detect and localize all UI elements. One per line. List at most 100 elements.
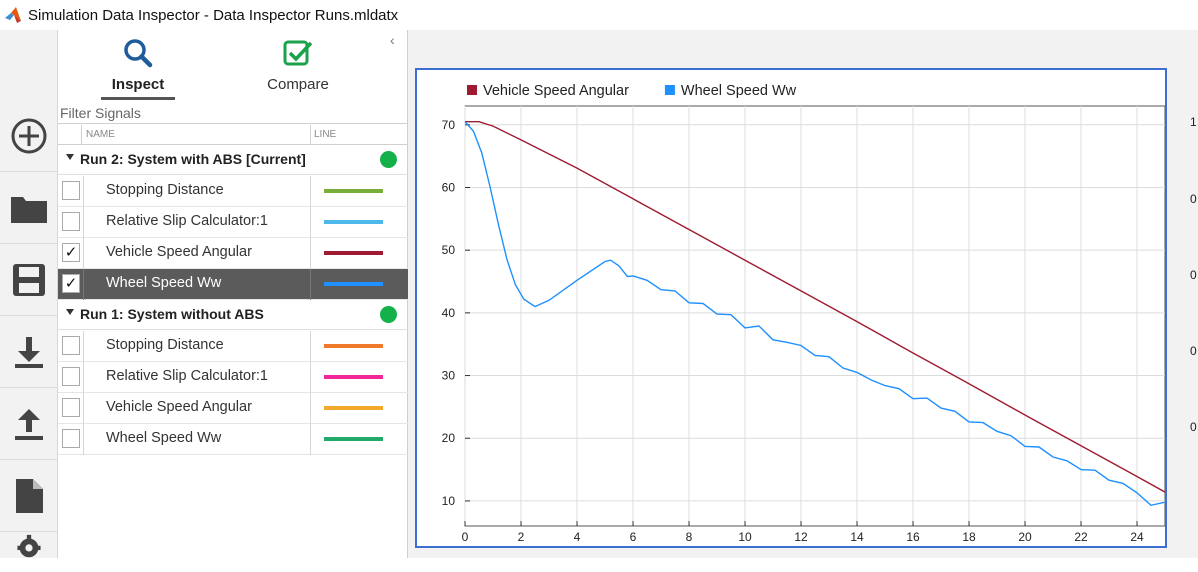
folder-icon <box>10 196 47 223</box>
line-divider <box>310 269 311 300</box>
signal-checkbox[interactable] <box>62 181 80 200</box>
line-divider <box>310 207 311 238</box>
filter-signals-input[interactable]: Filter Signals <box>58 102 408 124</box>
expand-caret-icon[interactable] <box>66 154 74 160</box>
signal-checkbox[interactable]: ✓ <box>62 274 80 293</box>
run-row[interactable]: Run 2: System with ABS [Current] <box>58 145 408 175</box>
checkbox-cell <box>58 362 84 393</box>
x-tick-label: 8 <box>686 530 693 544</box>
checkbox-cell <box>58 269 84 300</box>
import-button[interactable] <box>0 316 57 388</box>
line-swatch[interactable] <box>324 406 383 410</box>
run-status-dot <box>380 151 397 168</box>
checkbox-cell <box>58 176 84 207</box>
tab-inspect[interactable]: Inspect <box>78 30 198 100</box>
x-tick-label: 10 <box>738 530 752 544</box>
signal-row[interactable]: Relative Slip Calculator:1 <box>58 207 408 238</box>
checkbox-cell <box>58 424 84 455</box>
add-icon <box>11 118 46 153</box>
collapse-panel-icon[interactable]: ‹ <box>390 32 395 48</box>
line-swatch[interactable] <box>324 220 383 224</box>
signal-row[interactable]: Vehicle Speed Angular <box>58 393 408 424</box>
run-label: Run 1: System without ABS <box>80 306 264 322</box>
y-tick-label: 40 <box>442 306 456 320</box>
signal-row[interactable]: Wheel Speed Ww <box>58 424 408 455</box>
column-header-check <box>58 125 82 145</box>
signal-name: Stopping Distance <box>106 337 224 353</box>
signal-name: Wheel Speed Ww <box>106 430 222 446</box>
line-divider <box>310 176 311 207</box>
signal-checkbox[interactable] <box>62 367 80 386</box>
report-button[interactable] <box>0 460 57 532</box>
y-tick-label: 30 <box>442 369 456 383</box>
line-divider <box>310 393 311 424</box>
save-button[interactable] <box>0 244 57 316</box>
signal-checkbox[interactable] <box>62 212 80 231</box>
check-icon <box>283 40 313 66</box>
signal-row-selected[interactable]: ✓ Wheel Speed Ww <box>58 269 408 300</box>
mode-tabs: Inspect Compare ‹ <box>58 30 408 100</box>
x-tick-label: 14 <box>850 530 864 544</box>
tab-active-indicator <box>101 97 175 100</box>
upload-icon <box>14 408 43 440</box>
signal-row[interactable]: Relative Slip Calculator:1 <box>58 362 408 393</box>
secondary-tick: 0 <box>1190 192 1197 206</box>
secondary-tick: 0 <box>1190 268 1197 282</box>
checkbox-cell <box>58 207 84 238</box>
series-line[interactable] <box>465 121 1166 493</box>
legend-label: Wheel Speed Ww <box>681 83 797 99</box>
title-bar: Simulation Data Inspector - Data Inspect… <box>0 0 1198 30</box>
save-icon <box>12 263 45 296</box>
expand-caret-icon[interactable] <box>66 309 74 315</box>
tab-compare-label: Compare <box>267 76 329 93</box>
settings-button[interactable] <box>0 532 57 572</box>
x-tick-label: 2 <box>518 530 525 544</box>
series-line[interactable] <box>464 121 1166 507</box>
run-row[interactable]: Run 1: System without ABS <box>58 300 408 330</box>
run-status-dot <box>380 306 397 323</box>
signal-chart[interactable]: 0 2 4 6 8 10 12 14 16 18 20 22 2410203040506070Vehic… <box>417 70 1166 546</box>
x-tick-label: 4 <box>574 530 581 544</box>
line-swatch[interactable] <box>324 282 383 286</box>
signal-checkbox[interactable] <box>62 398 80 417</box>
settings-icon <box>16 534 41 558</box>
x-tick-label: 12 <box>794 530 808 544</box>
add-button[interactable] <box>0 100 57 172</box>
secondary-tick: 0 <box>1190 344 1197 358</box>
window-title: Simulation Data Inspector - Data Inspect… <box>28 6 399 24</box>
y-tick-label: 20 <box>442 431 456 445</box>
legend-swatch <box>664 85 675 95</box>
signal-row[interactable]: Stopping Distance <box>58 331 408 362</box>
run-label: Run 2: System with ABS [Current] <box>80 151 306 167</box>
line-divider <box>310 238 311 269</box>
line-swatch[interactable] <box>324 375 383 379</box>
signal-checkbox[interactable] <box>62 429 80 448</box>
y-tick-label: 10 <box>442 494 456 508</box>
plot-frame[interactable]: 0 2 4 6 8 10 12 14 16 18 20 22 24 10 20 30 40 50 60 70 Vehic… <box>415 68 1167 548</box>
tab-compare[interactable]: Compare <box>238 30 358 100</box>
signal-name: Wheel Speed Ww <box>106 275 222 291</box>
line-swatch[interactable] <box>324 344 383 348</box>
export-button[interactable] <box>0 388 57 460</box>
open-button[interactable] <box>0 172 57 244</box>
signal-name: Vehicle Speed Angular <box>106 399 252 415</box>
secondary-tick: 1 <box>1190 115 1197 129</box>
tab-inspect-label: Inspect <box>111 76 165 93</box>
column-name-header: NAME <box>86 129 115 140</box>
line-swatch[interactable] <box>324 189 383 193</box>
x-tick-label: 0 <box>462 530 469 544</box>
line-swatch[interactable] <box>324 251 383 255</box>
line-swatch[interactable] <box>324 437 383 441</box>
legend-label: Vehicle Speed Angular <box>483 83 629 99</box>
line-divider <box>310 362 311 393</box>
signal-checkbox[interactable] <box>62 336 80 355</box>
checkbox-cell <box>58 393 84 424</box>
signal-checkbox[interactable]: ✓ <box>62 243 80 262</box>
signal-row[interactable]: Stopping Distance <box>58 176 408 207</box>
secondary-tick: 0 <box>1190 420 1197 434</box>
x-tick-label: 16 <box>906 530 920 544</box>
x-tick-label: 20 <box>1018 530 1032 544</box>
document-icon <box>15 478 43 513</box>
y-tick-label: 50 <box>442 243 456 257</box>
signal-row[interactable]: ✓ Vehicle Speed Angular <box>58 238 408 269</box>
